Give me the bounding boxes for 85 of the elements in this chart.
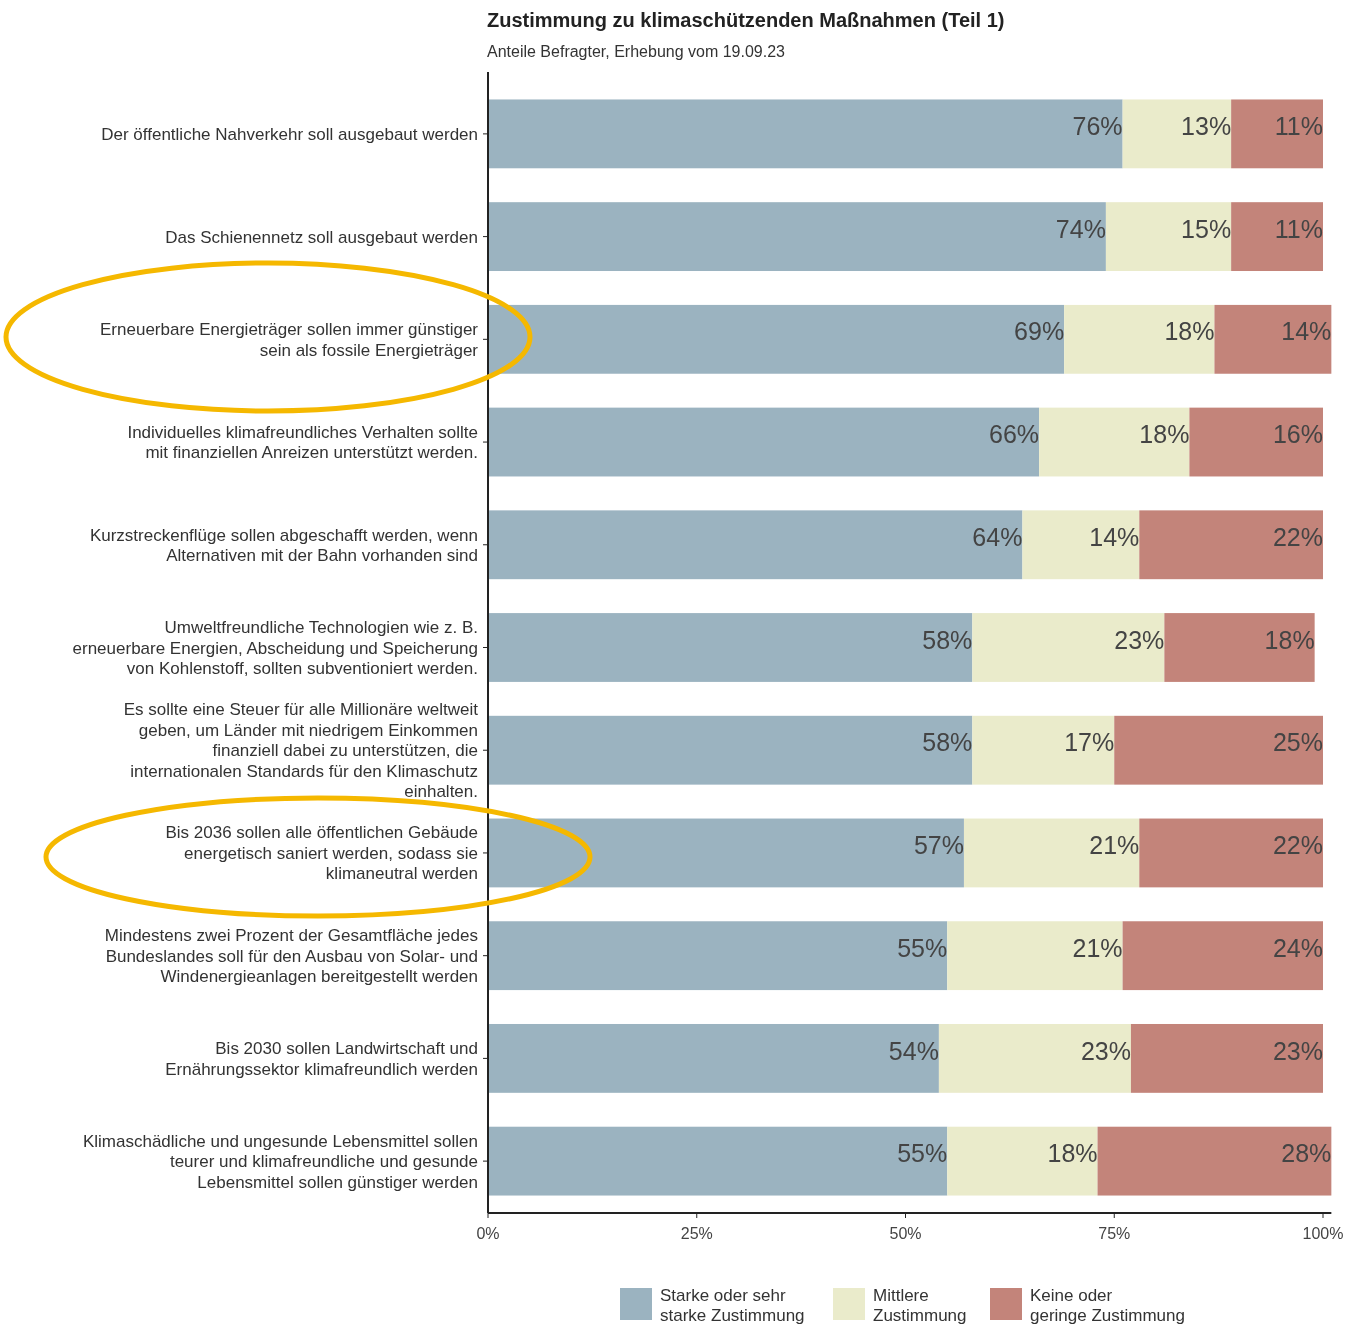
text: 55%	[897, 1139, 948, 1168]
bar	[1064, 304, 1215, 374]
text: 22%	[1272, 522, 1323, 551]
bar	[947, 1126, 1098, 1196]
text: 76%	[1072, 111, 1123, 140]
bar	[1114, 715, 1323, 785]
bar	[1105, 202, 1232, 272]
bar	[1022, 510, 1140, 580]
bar	[938, 1023, 1131, 1093]
bar	[488, 1023, 939, 1093]
legend-label: Keine oder geringe Zustimmung	[1030, 1286, 1185, 1325]
bar	[488, 715, 973, 785]
bar	[1122, 921, 1323, 991]
y-tick-label: Individuelles klimafreundliches Verhalten sollte mit finanziellen Anreizen unterstützt werden.	[127, 422, 478, 463]
text: 58%	[922, 728, 973, 757]
y-tick-label: Umweltfreundliche Technologien wie z. B. erneuerbare Energien, Abscheidung und Speicherung von Kohlenstoff, sollten subventioniert werden.	[72, 618, 478, 678]
y-tick-label: Mindestens zwei Prozent der Gesamtfläche jedes Bundeslandes soll für den Ausbau von Solar- und Windenergieanlagen bereitgestellt werden	[104, 926, 478, 987]
text: 57%	[913, 831, 964, 860]
bar	[1130, 1023, 1323, 1093]
text: 16%	[1272, 420, 1323, 449]
bar	[972, 715, 1115, 785]
legend-label: Starke oder sehr starke Zustimmung	[660, 1286, 805, 1325]
y-tick-label: Klimaschädliche und ungesunde Lebensmittel sollen teurer und klimafreundliche und gesunde Lebensmittel sollen günstiger werden	[82, 1131, 478, 1192]
text: 25%	[1272, 728, 1323, 757]
x-tick-label: 50%	[889, 1225, 922, 1242]
bar	[1214, 304, 1332, 374]
text: 74%	[1055, 214, 1106, 243]
y-tick-label: Bis 2036 sollen alle öffentlichen Gebäude energetisch saniert werden, sodass sie klimaneutral werden	[165, 823, 478, 884]
text: 18%	[1264, 625, 1315, 654]
text: 23%	[1114, 625, 1165, 654]
chart-title: Zustimmung zu klimaschützenden Maßnahmen (Teil 1)	[487, 9, 1005, 31]
text: 21%	[1072, 933, 1123, 962]
y-tick-label: Erneuerbare Energieträger sollen immer günstiger sein als fossile Energieträger	[100, 320, 479, 360]
bar	[488, 99, 1123, 169]
bar	[963, 818, 1140, 888]
text: 11%	[1274, 111, 1323, 140]
bar	[488, 510, 1023, 580]
bar	[1139, 818, 1323, 888]
x-tick-label: 25%	[680, 1225, 713, 1242]
bar	[1231, 202, 1323, 272]
text: 21%	[1089, 831, 1140, 860]
text: 64%	[972, 522, 1023, 551]
text: 18%	[1139, 420, 1190, 449]
text: 23%	[1272, 1036, 1323, 1065]
chart-subtitle: Anteile Befragter, Erhebung vom 19.09.23	[487, 43, 786, 60]
y-tick-label: Bis 2030 sollen Landwirtschaft und Ernährungssektor klimafreundlich werden	[165, 1039, 478, 1079]
bar	[1139, 510, 1323, 580]
bar	[488, 1126, 948, 1196]
bar	[488, 921, 948, 991]
bar	[1164, 613, 1315, 682]
bar	[1097, 1126, 1332, 1196]
bar	[1039, 407, 1190, 477]
text: 23%	[1080, 1036, 1131, 1065]
text: 15%	[1181, 214, 1232, 243]
text: 55%	[897, 933, 948, 962]
bar	[1231, 99, 1323, 169]
bar	[488, 407, 1040, 477]
bar	[972, 613, 1165, 682]
y-tick-label: Der öffentliche Nahverkehr soll ausgebaut werden	[101, 124, 478, 144]
text: 18%	[1164, 317, 1215, 346]
text: 66%	[989, 420, 1040, 449]
legend-label: Mittlere Zustimmung	[873, 1286, 967, 1325]
bar	[488, 613, 973, 682]
text: 17%	[1064, 728, 1115, 757]
y-tick-label: Das Schienennetz soll ausgebaut werden	[165, 227, 478, 247]
text: 54%	[888, 1036, 939, 1065]
text: 14%	[1089, 522, 1140, 551]
text: 28%	[1281, 1139, 1332, 1168]
bar	[947, 921, 1123, 991]
text: 13%	[1181, 111, 1232, 140]
x-tick-label: 100%	[1302, 1225, 1344, 1242]
text: 14%	[1281, 317, 1332, 346]
y-tick-label: Kurzstreckenflüge sollen abgeschafft werden, wenn Alternativen mit der Bahn vorhanden sind	[89, 525, 478, 566]
bar	[1122, 99, 1232, 169]
text: 24%	[1272, 933, 1323, 962]
x-tick-label: 75%	[1098, 1225, 1131, 1242]
text: 11%	[1274, 214, 1323, 243]
bar	[1189, 407, 1323, 477]
text: 58%	[922, 625, 973, 654]
text: 69%	[1014, 317, 1065, 346]
bar	[488, 202, 1106, 272]
text: 18%	[1047, 1139, 1098, 1168]
text: 22%	[1272, 831, 1323, 860]
y-tick-label: Es sollte eine Steuer für alle Millionäre weltweit geben, um Länder mit niedrigem Einkommen finanziell dabei zu unterstützen, die internationalen Standards für den Klimaschutz einhalten.	[123, 700, 479, 802]
x-tick-label: 0%	[476, 1225, 500, 1242]
